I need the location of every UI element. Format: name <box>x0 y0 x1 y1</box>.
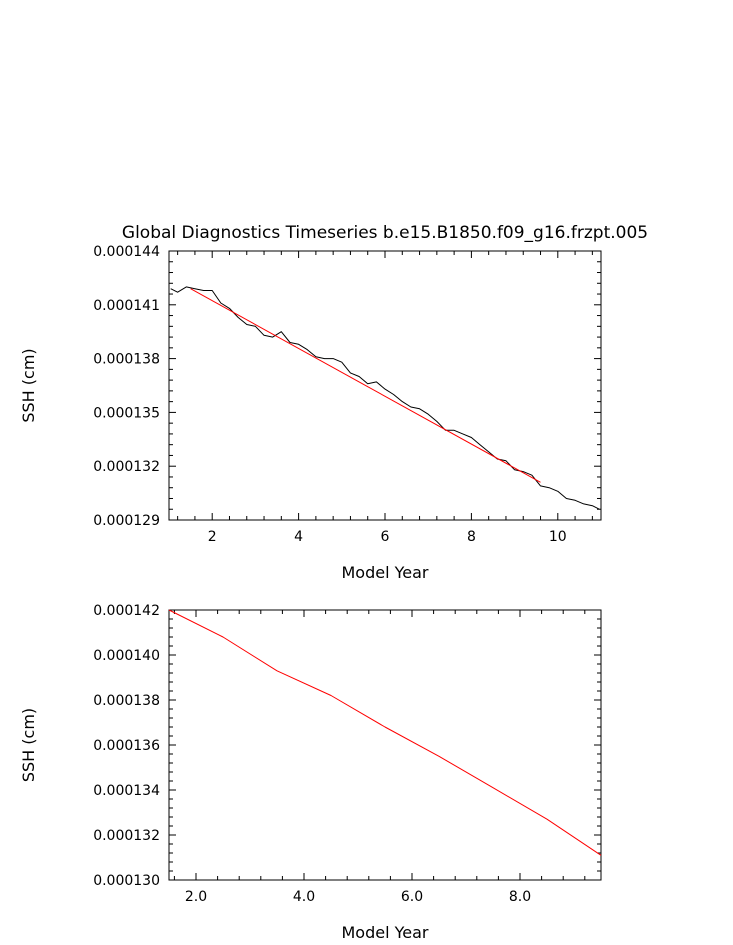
x-axis-label: Model Year <box>342 923 429 942</box>
y-tick-label: 0.000135 <box>93 405 160 421</box>
y-tick-label: 0.000138 <box>93 352 160 368</box>
series-line-black <box>170 286 600 510</box>
x-tick-label: 2 <box>208 529 217 545</box>
top-panel: 2 4 6 8 10 0.000129 0.000132 0.000135 0.000138 0.… <box>19 244 602 582</box>
x-axis-label: Model Year <box>342 563 429 582</box>
y-axis-label: SSH (cm) <box>19 348 38 422</box>
bottom-panel: 2.0 4.0 6.0 8.0 0.000130 0.000132 0.000134 0.00… <box>19 603 602 942</box>
y-tick-label: 0.000130 <box>93 873 160 889</box>
plot-frame <box>168 609 602 881</box>
y-tick-label: 0.000132 <box>93 459 160 475</box>
y-tick-label: 0.000142 <box>93 603 160 619</box>
x-tick-label: 4.0 <box>293 889 315 905</box>
y-tick-label: 0.000144 <box>93 244 160 260</box>
y-tick-label: 0.000141 <box>93 298 160 314</box>
y-tick-label: 0.000138 <box>93 693 160 709</box>
x-tick-label: 8 <box>467 529 476 545</box>
y-axis-label: SSH (cm) <box>19 708 38 782</box>
x-tick-label: 10 <box>549 529 567 545</box>
x-tick-label: 8.0 <box>509 889 531 905</box>
x-tick-label: 6.0 <box>401 889 423 905</box>
series-line-red <box>168 609 602 856</box>
y-tick-label: 0.000134 <box>93 783 160 799</box>
x-tick-label: 6 <box>381 529 390 545</box>
x-tick-label: 2.0 <box>185 889 207 905</box>
series-line-red <box>190 288 541 483</box>
chart-title: Global Diagnostics Timeseries b.e15.B185… <box>122 223 648 243</box>
y-tick-label: 0.000132 <box>93 828 160 844</box>
y-tick-label: 0.000140 <box>93 648 160 664</box>
x-tick-label: 4 <box>294 529 303 545</box>
y-tick-label: 0.000136 <box>93 738 160 754</box>
y-tick-label: 0.000129 <box>93 513 160 529</box>
